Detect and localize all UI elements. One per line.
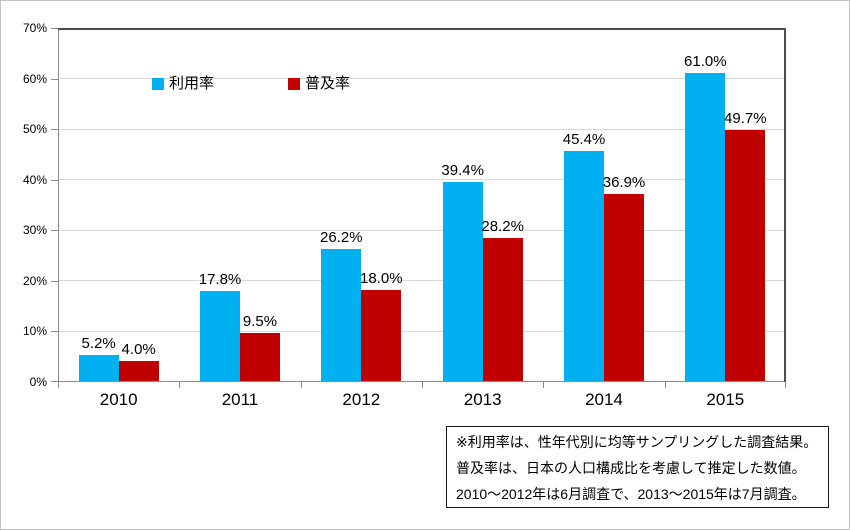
gridline: [58, 128, 786, 130]
footnote-line: 普及率は、日本の人口構成比を考慮して推定した数値。: [456, 460, 806, 476]
y-axis-tick-label: 60%: [22, 71, 47, 86]
x-axis-label-2014: 2014: [585, 390, 623, 409]
y-axis-tick: [51, 129, 58, 131]
legend-item-普及率: 普及率: [288, 76, 350, 92]
data-label-普及率-2015: 49.7%: [724, 109, 767, 127]
gridline: [58, 179, 786, 181]
bar-利用率-2011: [200, 290, 240, 381]
y-axis-tick: [51, 331, 58, 333]
x-axis-label-2013: 2013: [463, 390, 502, 409]
bar-普及率-2012: [361, 289, 402, 381]
legend-item-利用率: 利用率: [152, 76, 214, 92]
legend-swatch-icon: [152, 78, 164, 90]
y-axis-line: [58, 28, 59, 382]
plot-area: 5.2% 4.0% 17.8% 9.5% 26.2% 18.0% 39.4% 28.2% 45.…: [51, 28, 786, 409]
bar-利用率-2010: [78, 354, 119, 381]
footnote-line: 2010〜2012年は6月調査で、2013〜2015年は7月調査。: [456, 486, 806, 502]
plot-border-right: [784, 28, 786, 382]
bar-普及率-2015: [725, 129, 766, 381]
bar-利用率-2012: [321, 248, 362, 381]
data-label-普及率-2013: 28.2%: [481, 218, 524, 236]
y-axis-tick-label: 10%: [22, 324, 47, 339]
data-label-利用率-2010: 5.2%: [81, 334, 116, 352]
data-label-普及率-2011: 9.5%: [242, 312, 278, 330]
gridline: [58, 78, 786, 80]
data-label-普及率-2010: 4.0%: [121, 340, 156, 358]
plot-border-top: [58, 28, 786, 30]
legend-label: 利用率: [169, 75, 215, 92]
x-axis-label-2010: 2010: [99, 390, 138, 409]
data-label-利用率-2014: 45.4%: [562, 131, 606, 149]
gridline: [58, 229, 786, 231]
y-axis-tick: [51, 280, 58, 282]
y-axis-tick: [51, 78, 58, 80]
y-axis-tick-label: 50%: [22, 122, 47, 137]
data-label-利用率-2012: 26.2%: [320, 228, 363, 246]
x-axis-tick: [422, 382, 423, 388]
gridline: [58, 330, 786, 332]
bar-利用率-2015: [685, 72, 726, 381]
y-axis-tick-label: 40%: [22, 172, 47, 187]
y-axis-tick: [51, 179, 58, 181]
y-axis-tick: [51, 230, 58, 232]
x-axis-tick: [543, 382, 545, 388]
bar-利用率-2013: [442, 181, 483, 381]
bar-利用率-2014: [564, 151, 604, 381]
x-axis-tick: [300, 382, 302, 388]
legend: 利用率 普及率: [152, 76, 350, 92]
y-axis-tick: [51, 28, 58, 29]
y-axis-tick: [51, 381, 58, 382]
y-axis: 0% 10% 20% 30% 40% 50% 60% 70%: [1, 21, 47, 389]
bar-普及率-2013: [482, 238, 523, 381]
x-axis-tick: [179, 382, 181, 388]
y-axis-tick-label: 70%: [22, 21, 47, 35]
x-axis-line: [58, 381, 786, 382]
data-label-利用率-2013: 39.4%: [441, 161, 484, 179]
x-axis-label-2011: 2011: [221, 390, 259, 409]
x-axis-tick: [664, 382, 666, 388]
y-axis-tick-label: 30%: [22, 223, 47, 238]
footnote-line: ※利用率は、性年代別に均等サンプリングした調査結果。: [456, 434, 818, 450]
bar-普及率-2014: [604, 194, 644, 381]
legend-label: 普及率: [305, 75, 351, 92]
x-axis-tick: [58, 382, 59, 388]
legend-swatch-icon: [288, 78, 301, 90]
y-axis-tick-label: 0%: [29, 375, 47, 389]
data-label-普及率-2014: 36.9%: [602, 174, 646, 192]
y-axis-tick-label: 20%: [22, 273, 47, 288]
data-label-利用率-2015: 61.0%: [684, 52, 727, 70]
x-axis-tick: [785, 382, 786, 388]
data-label-普及率-2012: 18.0%: [360, 269, 403, 287]
bar-普及率-2011: [240, 332, 280, 381]
x-axis-label-2012: 2012: [342, 390, 381, 409]
footnote-box: ※利用率は、性年代別に均等サンプリングした調査結果。 普及率は、日本の人口構成比…: [446, 426, 829, 508]
gridline: [58, 280, 786, 282]
bar-普及率-2010: [118, 360, 159, 381]
data-label-利用率-2011: 17.8%: [198, 270, 242, 288]
x-axis-label-2015: 2015: [706, 390, 745, 409]
